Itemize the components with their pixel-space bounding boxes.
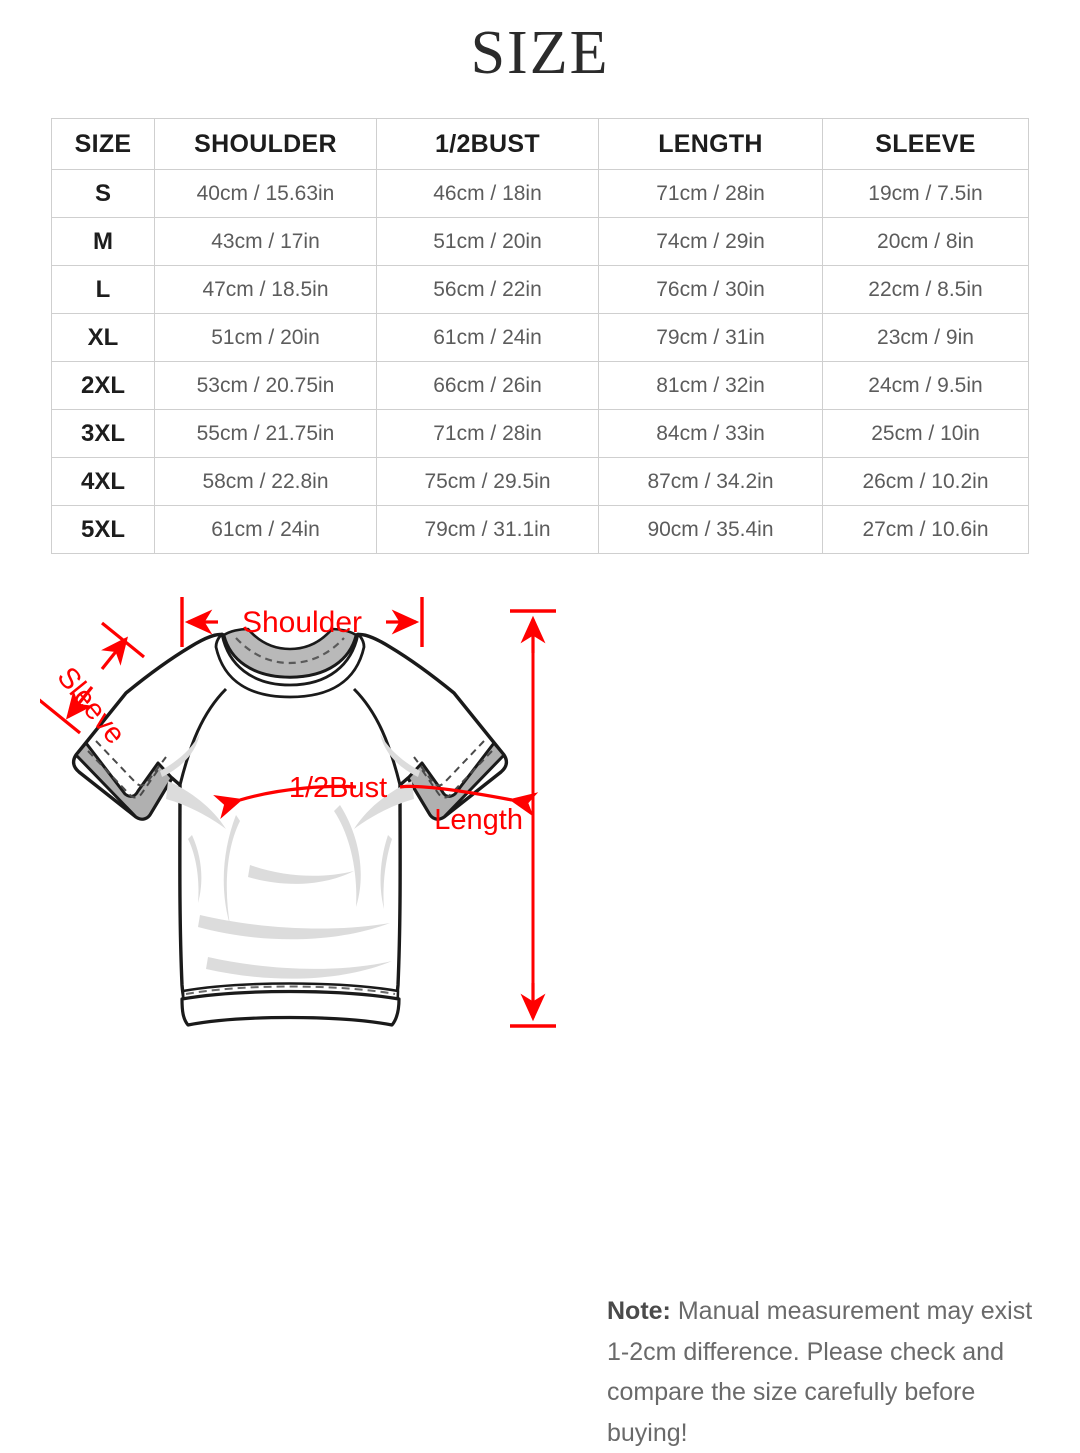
table-header-row: SIZE SHOULDER 1/2BUST LENGTH SLEEVE [51,118,1029,170]
cell-size: L [51,265,155,314]
cell-length: 87cm / 34.2in [598,457,823,506]
cell-bust: 71cm / 28in [376,409,599,458]
note-label: Note: [607,1297,671,1325]
column-header-sleeve: SLEEVE [822,118,1029,170]
cell-length: 76cm / 30in [598,265,823,314]
cell-size: S [51,169,155,218]
cell-bust: 61cm / 24in [376,313,599,362]
column-header-length: LENGTH [598,118,823,170]
cell-sleeve: 27cm / 10.6in [822,505,1029,554]
cell-sleeve: 19cm / 7.5in [822,169,1029,218]
cell-shoulder: 61cm / 24in [154,505,377,554]
column-header-shoulder: SHOULDER [154,118,377,170]
cell-length: 74cm / 29in [598,217,823,266]
cell-shoulder: 58cm / 22.8in [154,457,377,506]
cell-size: 2XL [51,361,155,410]
cell-sleeve: 23cm / 9in [822,313,1029,362]
cell-length: 71cm / 28in [598,169,823,218]
cell-sleeve: 22cm / 8.5in [822,265,1029,314]
cell-size: 5XL [51,505,155,554]
cell-bust: 66cm / 26in [376,361,599,410]
cell-length: 81cm / 32in [598,361,823,410]
cell-sleeve: 26cm / 10.2in [822,457,1029,506]
cell-bust: 56cm / 22in [376,265,599,314]
table-row: S 40cm / 15.63in 46cm / 18in 71cm / 28in… [51,169,1029,218]
cell-length: 79cm / 31in [598,313,823,362]
cell-bust: 46cm / 18in [376,169,599,218]
size-chart-table-container: SIZE SHOULDER 1/2BUST LENGTH SLEEVE S 40… [51,118,1029,554]
table-row: XL 51cm / 20in 61cm / 24in 79cm / 31in 2… [51,313,1029,362]
note-text: Manual measurement may exist 1-2cm diffe… [607,1297,1033,1447]
table-row: 2XL 53cm / 20.75in 66cm / 26in 81cm / 32… [51,361,1029,410]
measurement-diagram: Shoulder Sleeve 1/2Bust Length Note: M [0,565,1080,1447]
cell-sleeve: 25cm / 10in [822,409,1029,458]
cell-sleeve: 24cm / 9.5in [822,361,1029,410]
cell-shoulder: 40cm / 15.63in [154,169,377,218]
size-chart-table: SIZE SHOULDER 1/2BUST LENGTH SLEEVE S 40… [51,118,1029,554]
tshirt-illustration-icon [71,627,509,1027]
table-row: M 43cm / 17in 51cm / 20in 74cm / 29in 20… [51,217,1029,266]
table-row: 3XL 55cm / 21.75in 71cm / 28in 84cm / 33… [51,409,1029,458]
cell-bust: 51cm / 20in [376,217,599,266]
page-title: SIZE [470,19,610,87]
cell-size: M [51,217,155,266]
cell-size: 4XL [51,457,155,506]
cell-bust: 75cm / 29.5in [376,457,599,506]
cell-length: 84cm / 33in [598,409,823,458]
table-row: 5XL 61cm / 24in 79cm / 31.1in 90cm / 35.… [51,505,1029,554]
measurement-note: Note: Manual measurement may exist 1-2cm… [607,1291,1037,1453]
cell-shoulder: 47cm / 18.5in [154,265,377,314]
cell-sleeve: 20cm / 8in [822,217,1029,266]
cell-length: 90cm / 35.4in [598,505,823,554]
table-row: L 47cm / 18.5in 56cm / 22in 76cm / 30in … [51,265,1029,314]
column-header-size: SIZE [51,118,155,170]
cell-shoulder: 51cm / 20in [154,313,377,362]
table-row: 4XL 58cm / 22.8in 75cm / 29.5in 87cm / 3… [51,457,1029,506]
cell-shoulder: 43cm / 17in [154,217,377,266]
cell-size: XL [51,313,155,362]
cell-shoulder: 53cm / 20.75in [154,361,377,410]
cell-size: 3XL [51,409,155,458]
cell-bust: 79cm / 31.1in [376,505,599,554]
cell-shoulder: 55cm / 21.75in [154,409,377,458]
column-header-bust: 1/2BUST [376,118,599,170]
